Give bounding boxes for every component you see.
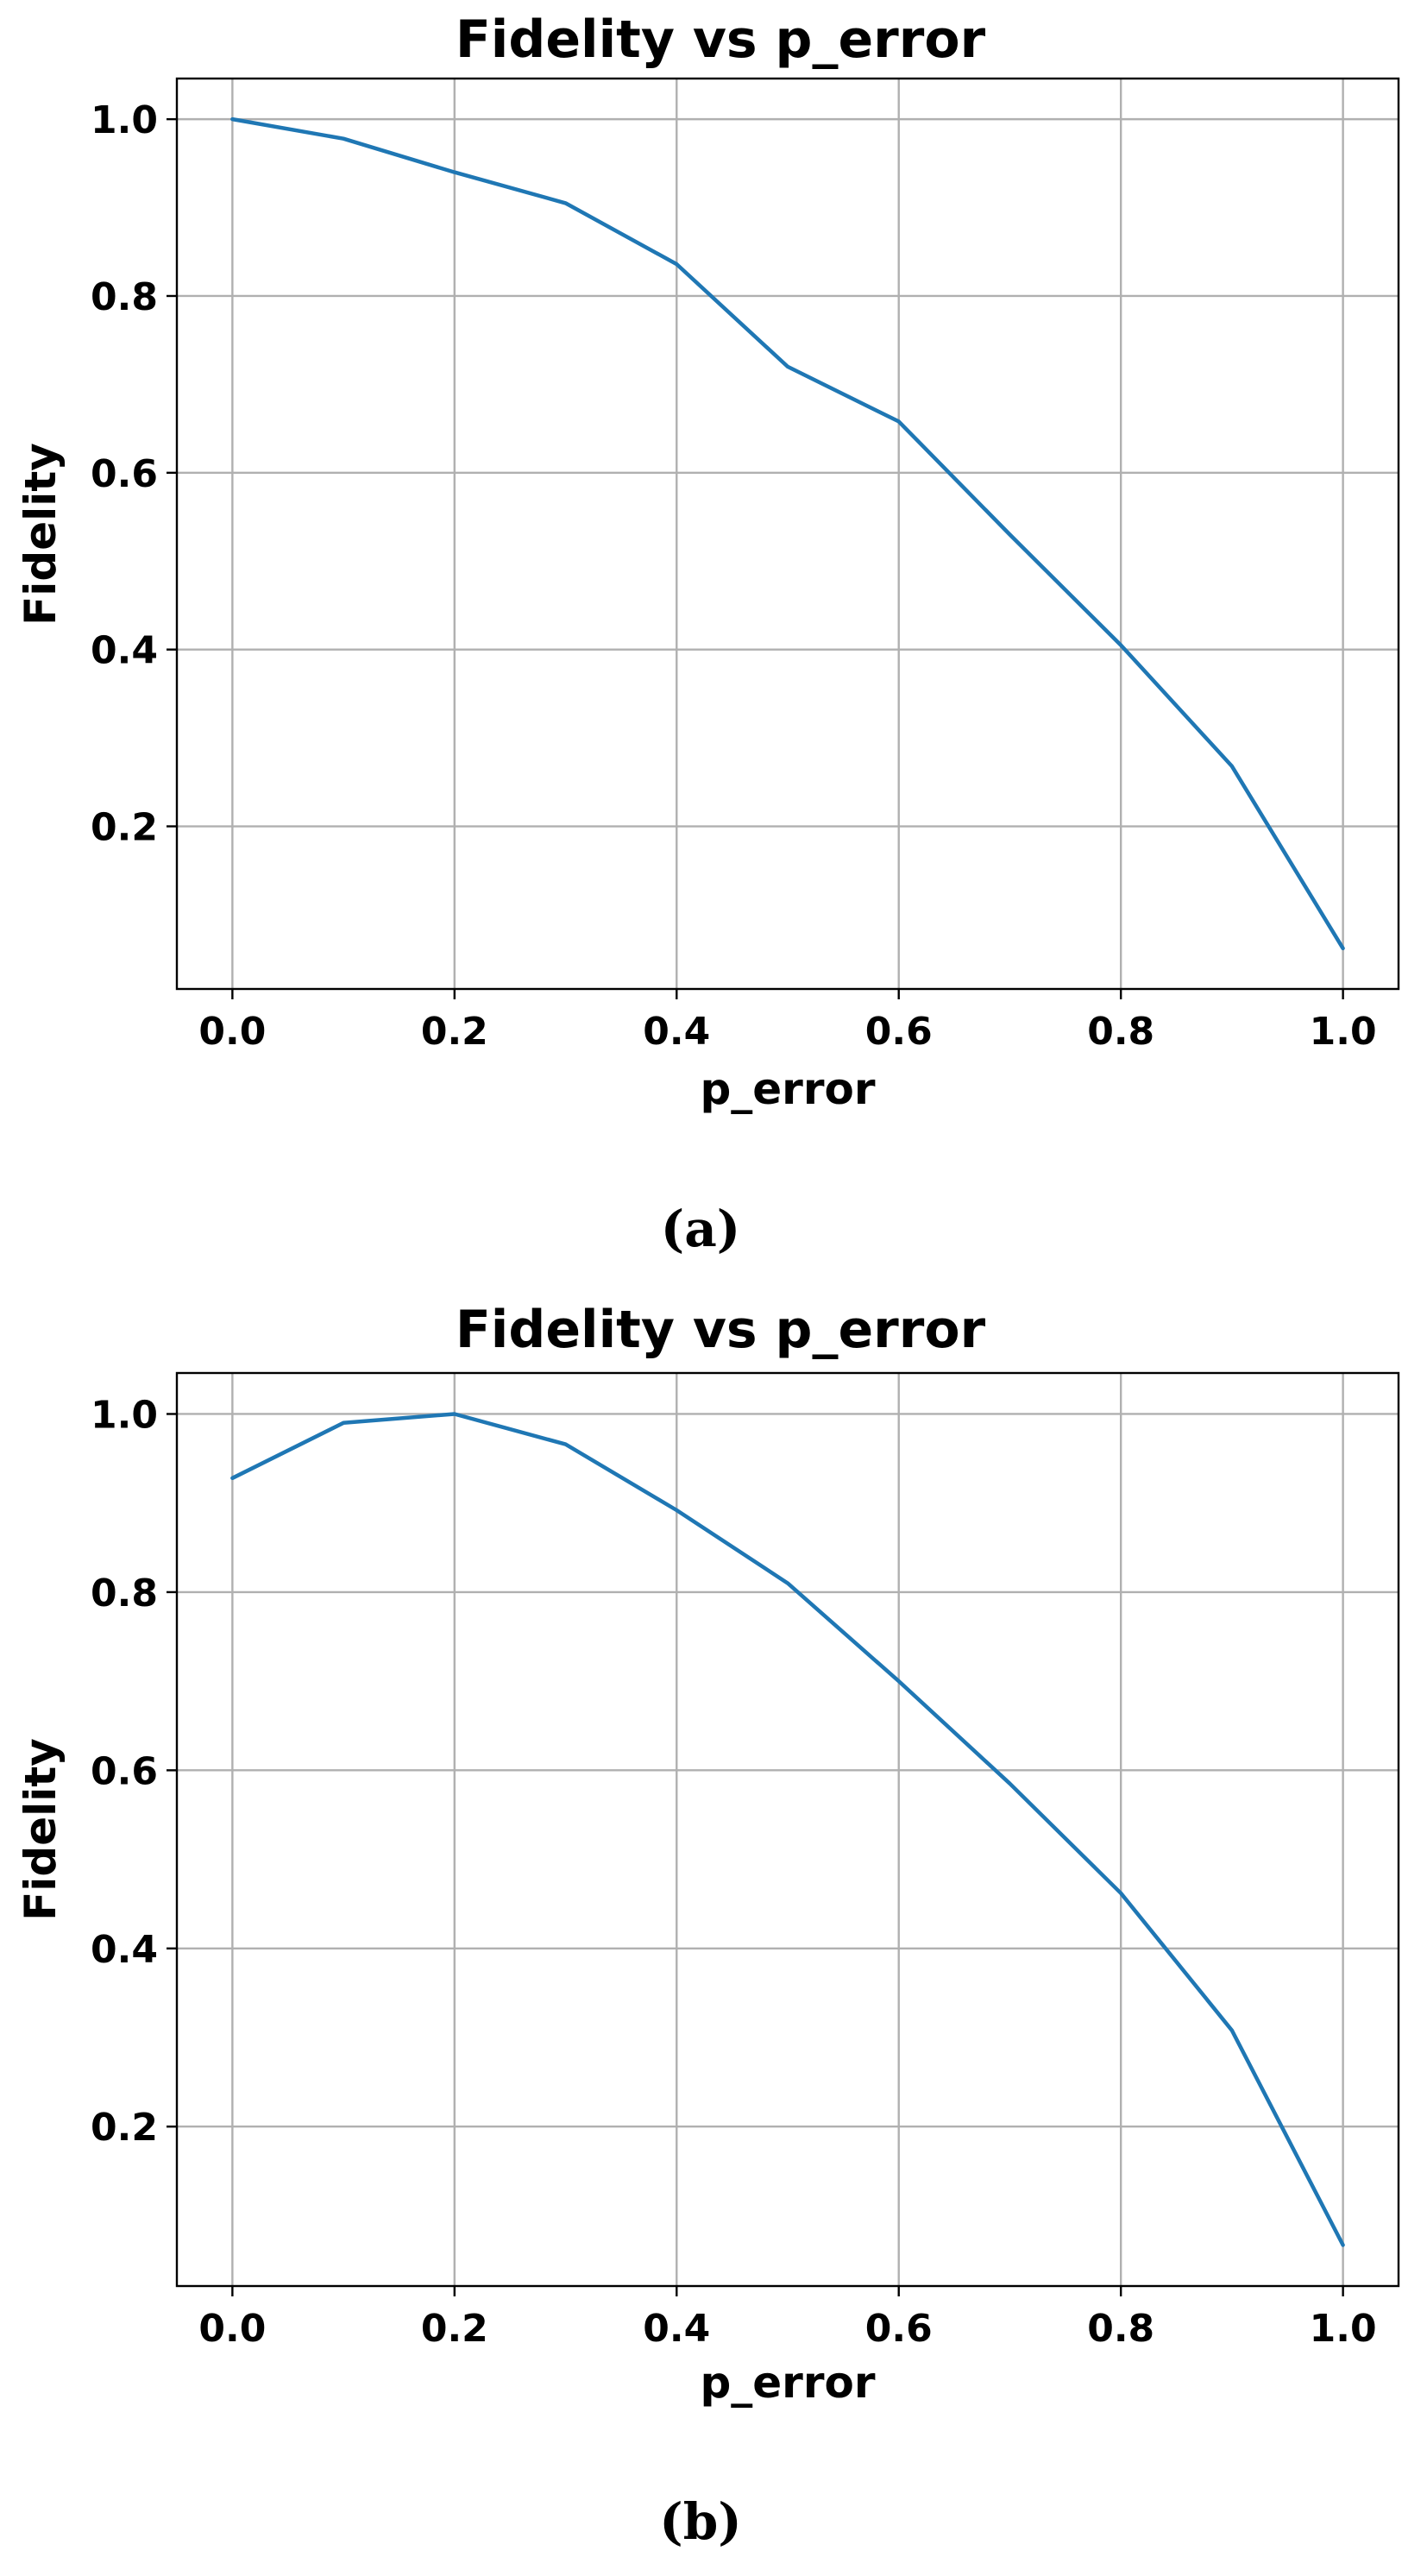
chart-b-x-tick-label: 0.2	[421, 2307, 488, 2351]
chart-b-ticks: 0.0 0.2 0.4 0.6 0.8 1.0 0.2 0.4 0.6 0.8 1.0	[91, 1393, 1377, 2351]
chart-b-x-tick-label: 0.4	[643, 2307, 710, 2351]
chart-a-y-tick-label: 0.8	[91, 275, 158, 319]
chart-b-y-tick-label: 0.6	[91, 1749, 158, 1793]
chart-a-ticks: 0.0 0.2 0.4 0.6 0.8 1.0 0.2 0.4 0.6 0.8 1.0	[91, 98, 1377, 1054]
chart-a-x-tick-label: 0.4	[643, 1010, 710, 1054]
chart-b-y-tick-label: 0.8	[91, 1571, 158, 1616]
chart-a-y-tick-label: 0.6	[91, 452, 158, 496]
chart-b-x-tick-label: 1.0	[1310, 2307, 1377, 2351]
chart-b-grid	[177, 1373, 1399, 2286]
chart-b-x-tick-label: 0.8	[1087, 2307, 1154, 2351]
chart-b-x-axis-label: p_error	[700, 2358, 875, 2408]
chart-a-title: Fidelity vs p_error	[456, 9, 986, 70]
chart-b-y-tick-label: 0.2	[91, 2106, 158, 2150]
chart-b-x-tick-label: 0.6	[865, 2307, 933, 2351]
chart-a-y-axis-label: Fidelity	[16, 443, 66, 626]
chart-a: Fidelity vs p_error 0.0 0.2 0.4 0.6 0.8 1.00.…	[16, 9, 1400, 1258]
chart-a-x-axis-label: p_error	[700, 1064, 875, 1114]
chart-a-series-line	[230, 117, 1345, 951]
chart-a-y-tick-label: 1.0	[91, 98, 158, 142]
chart-b-panel-label: (b)	[659, 2492, 741, 2551]
chart-b-plot-area	[175, 1371, 1400, 2288]
chart-b-title: Fidelity vs p_error	[456, 1300, 986, 1360]
chart-a-y-tick-label: 0.2	[91, 806, 158, 850]
chart-b-y-tick-label: 1.0	[91, 1393, 158, 1437]
chart-a-panel-label: (a)	[661, 1200, 740, 1258]
chart-a-y-tick-label: 0.4	[91, 629, 158, 673]
chart-a-x-tick-label: 0.2	[421, 1010, 488, 1054]
chart-b: Fidelity vs p_error 0.0 0.2 0.4 0.6 0.8 1.00.…	[16, 1300, 1400, 2551]
chart-a-x-tick-label: 1.0	[1310, 1010, 1377, 1054]
chart-a-x-tick-label: 0.0	[198, 1010, 266, 1054]
chart-a-x-tick-label: 0.8	[1087, 1010, 1154, 1054]
chart-a-grid	[177, 79, 1399, 989]
chart-a-x-tick-label: 0.6	[865, 1010, 933, 1054]
chart-b-y-axis-label: Fidelity	[16, 1738, 66, 1921]
chart-a-plot-area	[175, 77, 1400, 991]
chart-b-series-line	[230, 1412, 1345, 2247]
chart-b-x-tick-label: 0.0	[198, 2307, 266, 2351]
chart-b-y-tick-label: 0.4	[91, 1928, 158, 1972]
